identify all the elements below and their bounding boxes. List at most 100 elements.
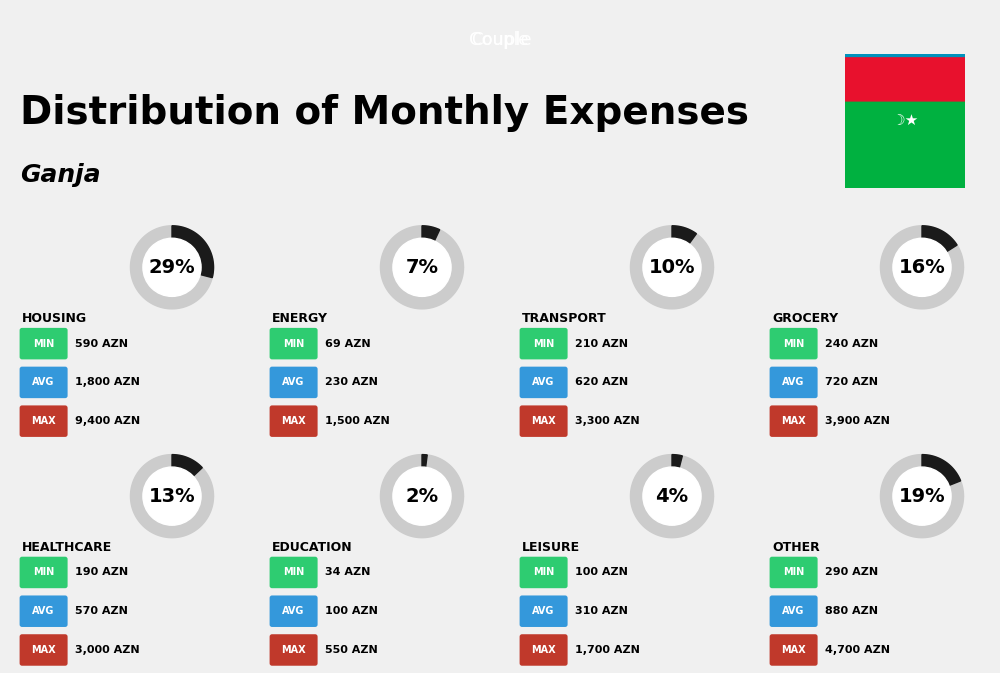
Polygon shape (130, 454, 214, 538)
Text: 69 AZN: 69 AZN (325, 339, 370, 349)
FancyBboxPatch shape (770, 405, 818, 437)
FancyBboxPatch shape (20, 634, 68, 666)
FancyBboxPatch shape (770, 596, 818, 627)
Text: 2%: 2% (405, 487, 439, 505)
FancyBboxPatch shape (20, 328, 68, 359)
Polygon shape (172, 454, 202, 476)
Text: 3,000 AZN: 3,000 AZN (75, 645, 139, 655)
Text: 10%: 10% (649, 258, 695, 277)
FancyBboxPatch shape (770, 634, 818, 666)
Circle shape (643, 467, 701, 525)
Text: AVG: AVG (282, 606, 305, 616)
FancyBboxPatch shape (520, 328, 568, 359)
Circle shape (143, 467, 201, 525)
Text: 9,400 AZN: 9,400 AZN (75, 416, 140, 426)
Circle shape (393, 238, 451, 296)
Polygon shape (630, 454, 714, 538)
FancyBboxPatch shape (20, 596, 68, 627)
Text: 4,700 AZN: 4,700 AZN (825, 645, 890, 655)
Text: TRANSPORT: TRANSPORT (522, 312, 607, 324)
Polygon shape (880, 454, 964, 538)
Polygon shape (922, 225, 957, 252)
Text: MIN: MIN (783, 567, 804, 577)
Polygon shape (880, 225, 964, 309)
FancyBboxPatch shape (770, 328, 818, 359)
Text: 100 AZN: 100 AZN (325, 606, 378, 616)
FancyBboxPatch shape (520, 367, 568, 398)
Text: 290 AZN: 290 AZN (825, 567, 878, 577)
FancyBboxPatch shape (20, 557, 68, 588)
Text: MAX: MAX (781, 416, 806, 426)
Text: MIN: MIN (533, 339, 554, 349)
Text: HOUSING: HOUSING (22, 312, 87, 324)
Text: Couple: Couple (469, 32, 531, 49)
Polygon shape (922, 454, 961, 485)
Text: 7%: 7% (406, 258, 438, 277)
Text: 570 AZN: 570 AZN (75, 606, 128, 616)
Circle shape (393, 467, 451, 525)
Text: 620 AZN: 620 AZN (575, 378, 628, 388)
Text: AVG: AVG (532, 606, 555, 616)
Text: 3,300 AZN: 3,300 AZN (575, 416, 639, 426)
FancyBboxPatch shape (20, 405, 68, 437)
FancyBboxPatch shape (270, 557, 318, 588)
Text: 210 AZN: 210 AZN (575, 339, 628, 349)
Text: Distribution of Monthly Expenses: Distribution of Monthly Expenses (20, 94, 749, 133)
Text: MIN: MIN (283, 339, 304, 349)
FancyBboxPatch shape (270, 367, 318, 398)
FancyBboxPatch shape (20, 367, 68, 398)
FancyBboxPatch shape (270, 328, 318, 359)
Text: AVG: AVG (782, 606, 805, 616)
Text: 550 AZN: 550 AZN (325, 645, 378, 655)
Polygon shape (630, 225, 714, 309)
Text: 1,800 AZN: 1,800 AZN (75, 378, 140, 388)
FancyBboxPatch shape (809, 58, 1000, 183)
Text: Ganja: Ganja (20, 163, 101, 187)
Text: 720 AZN: 720 AZN (825, 378, 878, 388)
Polygon shape (672, 225, 696, 244)
FancyBboxPatch shape (520, 405, 568, 437)
FancyBboxPatch shape (809, 102, 1000, 229)
Text: MIN: MIN (33, 339, 54, 349)
Text: AVG: AVG (32, 378, 55, 388)
Polygon shape (422, 225, 440, 241)
Text: MIN: MIN (283, 567, 304, 577)
Text: MAX: MAX (31, 416, 56, 426)
Circle shape (893, 467, 951, 525)
Polygon shape (380, 225, 464, 309)
Text: 230 AZN: 230 AZN (325, 378, 378, 388)
FancyBboxPatch shape (809, 13, 1000, 139)
Text: ENERGY: ENERGY (272, 312, 328, 324)
Text: 880 AZN: 880 AZN (825, 606, 878, 616)
Text: 3,900 AZN: 3,900 AZN (825, 416, 890, 426)
Polygon shape (172, 225, 214, 278)
Text: GROCERY: GROCERY (772, 312, 838, 324)
Text: MAX: MAX (781, 645, 806, 655)
Text: MAX: MAX (281, 645, 306, 655)
Circle shape (143, 238, 201, 296)
Polygon shape (672, 454, 682, 468)
FancyBboxPatch shape (270, 596, 318, 627)
Text: MAX: MAX (531, 416, 556, 426)
Text: 16%: 16% (899, 258, 945, 277)
Text: 29%: 29% (149, 258, 195, 277)
Text: MIN: MIN (783, 339, 804, 349)
Text: ☽★: ☽★ (891, 113, 919, 128)
Text: 13%: 13% (149, 487, 195, 505)
Text: 4%: 4% (655, 487, 689, 505)
Text: Couple: Couple (471, 32, 529, 49)
Text: MAX: MAX (281, 416, 306, 426)
Polygon shape (130, 225, 214, 309)
Text: HEALTHCARE: HEALTHCARE (22, 540, 112, 553)
Text: 1,700 AZN: 1,700 AZN (575, 645, 640, 655)
FancyBboxPatch shape (770, 367, 818, 398)
Text: OTHER: OTHER (772, 540, 820, 553)
Text: 100 AZN: 100 AZN (575, 567, 628, 577)
Text: 19%: 19% (899, 487, 945, 505)
Text: AVG: AVG (782, 378, 805, 388)
Text: MAX: MAX (31, 645, 56, 655)
Text: MIN: MIN (33, 567, 54, 577)
Text: AVG: AVG (532, 378, 555, 388)
Circle shape (643, 238, 701, 296)
Polygon shape (422, 454, 427, 467)
